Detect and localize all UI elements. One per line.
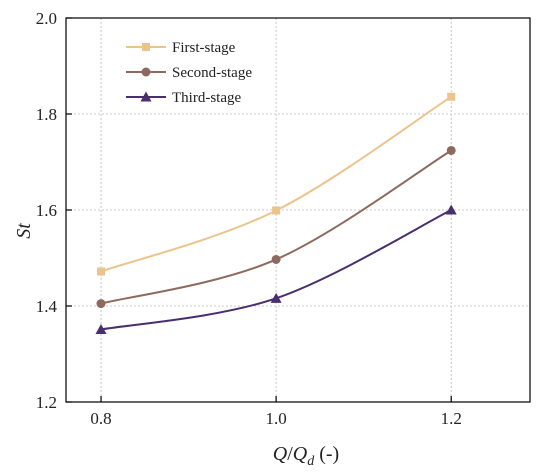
x-tick-label: 1.0 xyxy=(265,409,286,428)
x-tick-label: 1.2 xyxy=(441,409,462,428)
data-point xyxy=(445,204,457,215)
legend-label: First-stage xyxy=(172,40,236,56)
x-axis-label: Q/Qd (-) xyxy=(273,443,339,469)
data-point xyxy=(96,299,106,309)
data-point xyxy=(446,145,456,155)
grid-lines xyxy=(66,18,530,402)
data-point xyxy=(271,254,281,264)
series-first-stage xyxy=(97,92,456,276)
x-tick-label: 0.8 xyxy=(90,409,111,428)
y-tick-label: 1.6 xyxy=(36,201,57,220)
y-tick-label: 1.2 xyxy=(36,393,57,412)
x-axis-label-q2: Q xyxy=(293,443,308,465)
legend-item: Third-stage xyxy=(126,90,241,106)
y-axis-label: St xyxy=(13,223,35,239)
legend-item: First-stage xyxy=(126,40,236,56)
x-axis-label-sub: d xyxy=(307,454,315,469)
legend-marker xyxy=(141,67,151,77)
x-axis-label-slash: / xyxy=(287,443,293,465)
legend: First-stage Second-stage Third-stage xyxy=(126,40,252,106)
data-point xyxy=(97,267,106,276)
series-second-stage xyxy=(96,145,456,309)
x-axis-label-q: Q xyxy=(273,443,288,465)
legend-item: Second-stage xyxy=(126,65,252,81)
y-tick-label: 2.0 xyxy=(36,9,57,28)
data-point xyxy=(95,324,107,335)
y-tick-label: 1.4 xyxy=(36,297,58,316)
legend-marker xyxy=(140,91,152,102)
axis-ticks: 0.8 1.0 1.2 1.2 1.4 1.6 1.8 2.0 xyxy=(36,9,462,428)
x-axis-label-unit: (-) xyxy=(314,443,339,465)
y-tick-label: 1.8 xyxy=(36,105,57,124)
legend-label: Third-stage xyxy=(172,90,241,106)
series-third-stage xyxy=(95,204,457,335)
data-point xyxy=(447,92,456,101)
data-point xyxy=(272,206,281,215)
data-point xyxy=(270,292,282,303)
series-layer xyxy=(95,92,457,335)
legend-label: Second-stage xyxy=(172,65,252,81)
legend-marker xyxy=(142,43,150,51)
